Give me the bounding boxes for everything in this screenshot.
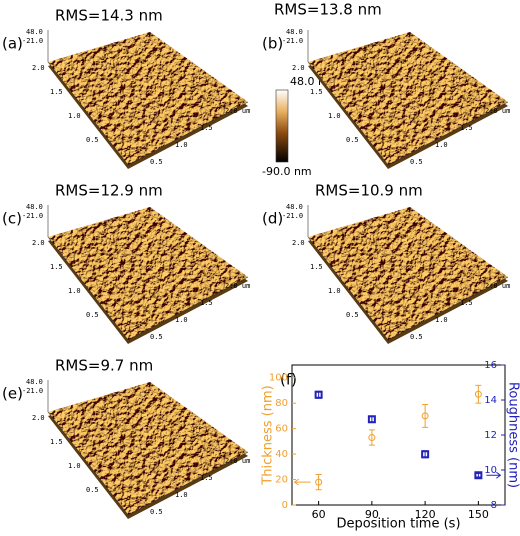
x-tick-label: 1.5 — [200, 474, 213, 482]
panel-label: (b) — [262, 35, 283, 53]
afm-panel: (d) RMS=10.9 nm 48.0-21.0 2.0 1.5 1.0 0.5 0.5 1.… — [262, 182, 515, 346]
y-tick-label: 40 — [275, 449, 288, 460]
x-tick-label: 0.5 — [410, 158, 423, 166]
y-tick-label: 2.0 — [292, 239, 305, 247]
afm-surface — [300, 25, 515, 170]
x-tick-label: 0.5 — [410, 333, 423, 341]
afm-surface — [300, 200, 515, 345]
y-tick-label: 2.0 — [292, 64, 305, 72]
x-tick-label: 1.5 — [460, 124, 473, 132]
y-tick-label: 100 — [269, 373, 288, 384]
x-tick-label: 0.5 — [150, 508, 163, 516]
y2-axis-label: Roughness (nm) — [506, 382, 520, 488]
x-tick-label: 2.0 um — [225, 457, 250, 465]
x-tick-label: 2.0 um — [225, 282, 250, 290]
afm-panel: (a) RMS=14.3 nm 48.0-21.0 2.0 1.5 1.0 0.5 0.5 1.… — [2, 7, 255, 171]
z-min: -21.0 — [282, 37, 303, 45]
error-bar — [422, 404, 428, 427]
y-tick-label: 1.0 — [328, 287, 341, 295]
x-tick-label: 2.0 um — [225, 107, 250, 115]
y2-tick-label: 10 — [484, 465, 497, 476]
afm-surface — [40, 375, 255, 520]
z-min: -21.0 — [22, 37, 43, 45]
rms-label: RMS=10.9 nm — [315, 182, 423, 200]
x-tick-label: 2.0 um — [485, 282, 510, 290]
y2-tick-label: 12 — [484, 430, 497, 441]
x-tick-label: 1.0 — [175, 316, 188, 324]
y-tick-label: 60 — [275, 424, 288, 435]
z-max: 48.0 — [286, 28, 303, 36]
y-tick-label: 2.0 — [32, 64, 45, 72]
afm-panel: (e) RMS=9.7 nm 48.0-21.0 2.0 1.5 1.0 0.5 0.5 1.0… — [2, 357, 255, 521]
x-tick-label: 1.5 — [460, 299, 473, 307]
afm-panel: (c) RMS=12.9 nm 48.0-21.0 2.0 1.5 1.0 0.5 0.5 1.… — [2, 182, 255, 346]
y-tick-label: 1.5 — [50, 88, 63, 96]
x-tick-label: 1.0 — [175, 491, 188, 499]
y-tick-label: 1.0 — [68, 462, 81, 470]
y-tick-label: 1.5 — [310, 263, 323, 271]
y-tick-label: 1.5 — [50, 438, 63, 446]
x-tick-label: 0.5 — [150, 333, 163, 341]
y-tick-label: 0.5 — [86, 136, 99, 144]
error-bar — [316, 474, 322, 489]
y-tick-label: 2.0 — [32, 414, 45, 422]
y-tick-label: 0.5 — [346, 311, 359, 319]
z-max: 48.0 — [286, 203, 303, 211]
y-tick-label: 20 — [275, 475, 288, 486]
y-tick-label: 0 — [282, 500, 288, 511]
z-max: 48.0 — [26, 378, 43, 386]
x-tick-label: 1.0 — [435, 141, 448, 149]
rms-label: RMS=13.8 nm — [274, 1, 382, 19]
x-tick-label: 0.5 — [150, 158, 163, 166]
y2-tick-label: 14 — [484, 395, 497, 406]
x-tick-label: 1.5 — [200, 299, 213, 307]
x-tick-label: 1.0 — [435, 316, 448, 324]
z-max: 48.0 — [26, 28, 43, 36]
colorbar-min: -90.0 nm — [262, 165, 312, 178]
y-tick-label: 1.0 — [328, 112, 341, 120]
y-tick-label: 1.0 — [68, 112, 81, 120]
afm-surface — [40, 25, 255, 170]
error-bar — [475, 385, 481, 403]
y-tick-label: 2.0 — [32, 239, 45, 247]
x-tick-label: 1.5 — [200, 124, 213, 132]
panel-label: (d) — [262, 210, 283, 228]
y-tick-label: 0.5 — [86, 486, 99, 494]
y-tick-label: 1.5 — [310, 88, 323, 96]
panel-label: (e) — [2, 385, 23, 403]
z-min: -21.0 — [22, 387, 43, 395]
y2-tick-label: 16 — [484, 360, 497, 371]
y-tick-label: 1.5 — [50, 263, 63, 271]
rms-label: RMS=12.9 nm — [55, 182, 163, 200]
x-tick-label: 150 — [468, 508, 489, 521]
panel-label: (c) — [2, 210, 22, 228]
y-tick-label: 1.0 — [68, 287, 81, 295]
x-tick-label: 2.0 um — [485, 107, 510, 115]
y-tick-label: 0.5 — [346, 136, 359, 144]
rms-label: RMS=9.7 nm — [55, 357, 153, 375]
x-axis-label: Deposition time (s) — [336, 517, 460, 532]
rms-label: RMS=14.3 nm — [55, 7, 163, 25]
x-tick-label: 1.0 — [175, 141, 188, 149]
error-bar — [369, 430, 375, 445]
axis-arrow — [295, 479, 311, 485]
x-tick-label: 60 — [312, 508, 326, 521]
z-min: -21.0 — [282, 212, 303, 220]
z-max: 48.0 — [26, 203, 43, 211]
y-axis-label: Thickness (nm) — [261, 385, 276, 485]
plot-frame — [292, 365, 505, 505]
y-tick-label: 0.5 — [86, 311, 99, 319]
afm-surface — [40, 200, 255, 345]
z-min: -21.0 — [22, 212, 43, 220]
panel-label: (a) — [2, 35, 23, 53]
y2-tick-label: 8 — [491, 500, 497, 511]
y-tick-label: 80 — [275, 398, 288, 409]
colorbar — [276, 90, 288, 162]
